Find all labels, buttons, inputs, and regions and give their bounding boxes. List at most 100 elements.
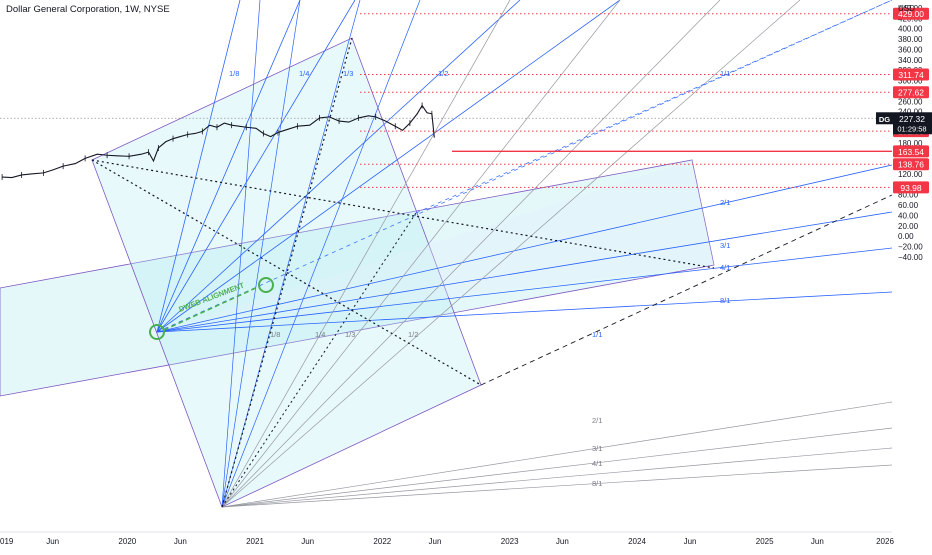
dweb-line [163,286,259,331]
y-tick-label: 120.00 [898,170,923,179]
y-tick-label: 360.00 [898,45,923,54]
current-price-label: 227.32 [899,114,925,124]
dotted-line-black [221,212,417,508]
x-tick-label: 2025 [756,537,774,546]
x-tick-label: 2026 [876,537,894,546]
y-tick-label: 80.00 [898,191,919,200]
y-tick-label: −40.00 [898,253,923,262]
fan-label-right: 4/1 [720,263,730,272]
y-tick-label: 340.00 [898,56,923,65]
y-tick-label: 60.00 [898,201,919,210]
fan-line-grey [221,464,893,508]
price-level-label: 311.74 [898,70,924,80]
y-tick-label: 240.00 [898,108,923,117]
fan-label-right: 8/1 [720,296,730,305]
x-tick-label: Jun [429,537,442,546]
price-badges: 429.00311.74277.62202.55163.54138.7693.9… [876,7,932,194]
fan-label-inner: 1/2 [408,330,418,339]
x-tick-label: Jun [811,537,824,546]
y-tick-label: 260.00 [898,97,923,106]
gann-fan-lines [91,0,893,508]
price-level-label: 163.54 [898,147,924,157]
dashed-line-blue [415,0,893,214]
price-line [2,104,435,179]
fan-label-right: 2/1 [720,198,730,207]
fan-line-blue [156,0,241,333]
fan-line-inner [221,0,421,508]
y-tick-label: 300.00 [898,77,923,86]
fan-label-right: 1/1 [592,330,602,339]
price-level-label: 277.62 [898,88,924,98]
price-level-badge [893,158,929,171]
fan-line-grey [221,0,621,508]
y-tick-label: 20.00 [898,222,919,231]
symbol-title[interactable]: Dollar General Corporation, 1W, NYSE [6,4,170,15]
price-level-badge [893,68,929,81]
fan-line-grey [221,427,893,508]
fan-line-blue-dashed [156,0,893,333]
fan-label-top: 1/3 [343,69,353,78]
fan-line-grey [221,0,721,508]
price-level-lines [0,13,892,188]
fan-line-blue [156,164,893,333]
fan-label-top: 1/1 [720,69,730,78]
fan-line-grey [221,447,893,508]
fan-line-blue [156,291,893,333]
fan-line-inner [221,0,301,508]
fan-label-grey: 2/1 [592,416,602,425]
dotted-line-black [91,159,715,269]
price-level-label: 93.98 [900,183,922,193]
price-level-badge [893,181,929,194]
fan-label-right: 3/1 [720,241,730,250]
fan-fills [0,37,715,508]
fan-line-blue [156,211,893,333]
fan-label-inner: 1/3 [345,330,355,339]
y-axis[interactable]: 440.00420.00400.00380.00360.00340.00320.… [892,0,932,550]
x-tick-label: Jun [556,537,569,546]
fan-line-blue [156,0,521,333]
price-level-label: 429.00 [898,9,924,19]
x-tick-label: Jun [684,537,697,546]
x-tick-label: Jun [174,537,187,546]
currency-label: USD [898,4,915,13]
x-tick-label: 2020 [118,537,136,546]
price-level-label: 138.76 [898,160,924,170]
price-series [1,102,435,181]
x-tick-label: 2023 [501,537,519,546]
x-tick-label: 2022 [373,537,391,546]
y-tick-label: 380.00 [898,35,923,44]
price-level-badge [893,145,929,158]
dweb-circle [149,324,165,340]
x-tick-label: 2021 [246,537,264,546]
x-tick-label: Jun [46,537,59,546]
x-tick-label: 019 [0,537,14,546]
current-price-badge [893,112,932,135]
symbol-badge-label: DG [879,115,890,124]
fan-label-grey: 3/1 [592,444,602,453]
dweb-circle [258,277,274,293]
fan-labels: 1/8 1/4 1/3 1/2 1/1 2/1 3/1 4/1 8/1 1/1 1/8 1/4 1/3 1… [229,69,730,488]
price-level-badge [893,7,929,20]
countdown-label: 01:29:58 [897,124,926,133]
fan-label-grey: 8/1 [592,479,602,488]
dashed-line-black [480,194,893,386]
dotted-line-black [221,37,353,508]
symbol-badge [876,112,893,125]
fan-line-blue [156,0,621,333]
price-level-badge [893,86,929,99]
x-tick-label: 2024 [628,537,646,546]
fan-line-blue [156,0,301,333]
y-tick-label: 400.00 [898,25,923,34]
fan-label-inner: 1/4 [315,330,325,339]
y-tick-label: 180.00 [898,139,923,148]
y-tick-label: −20.00 [898,243,923,252]
y-tick-label: 40.00 [898,211,919,220]
fan-line-grey [221,401,893,508]
fan-label-grey: 4/1 [592,459,602,468]
x-axis[interactable]: 019 Jun 2020 Jun 2021 Jun 2022 Jun 2023 Jun 2024 Ju… [0,531,894,546]
fan-line-blue [156,247,893,333]
fan-label-inner: 1/8 [270,330,280,339]
fan-line-inner [221,0,261,508]
